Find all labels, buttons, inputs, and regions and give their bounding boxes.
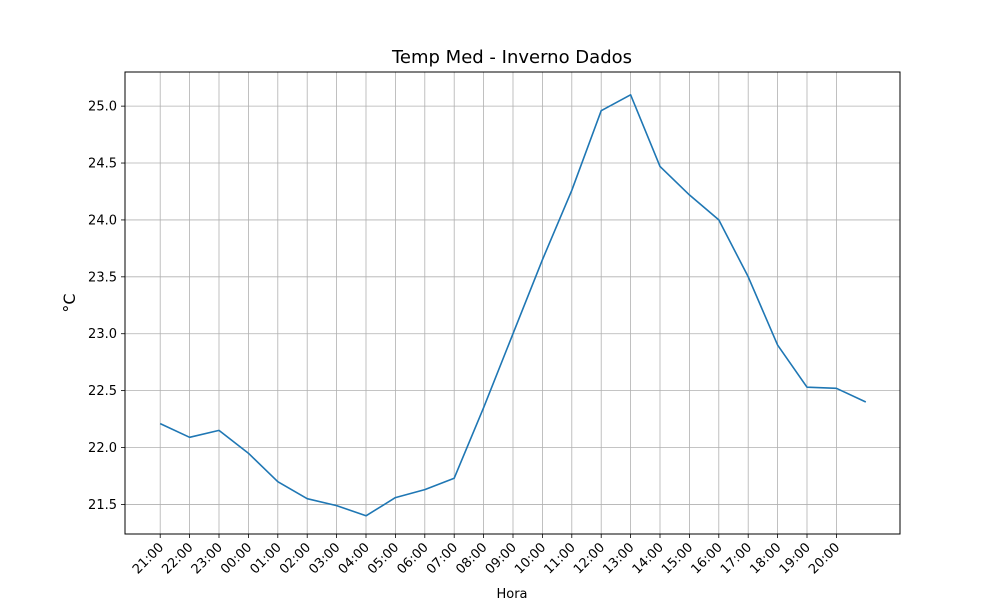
x-tick-label: 20:00	[806, 540, 843, 577]
x-tick-label: 08:00	[453, 540, 490, 577]
x-axis-label: Hora	[496, 587, 527, 600]
y-tick-label: 23.0	[88, 327, 117, 342]
x-tick-label: 16:00	[689, 540, 726, 577]
x-tick-label: 06:00	[395, 540, 432, 577]
x-tick-label: 12:00	[571, 540, 608, 577]
x-tick-label: 14:00	[630, 540, 667, 577]
x-tick-label: 05:00	[365, 540, 402, 577]
x-tick-label: 03:00	[306, 540, 343, 577]
x-tick-label: 19:00	[777, 540, 814, 577]
plot-frame	[124, 71, 901, 535]
y-tick-label: 22.0	[88, 441, 117, 456]
x-tick-label: 10:00	[512, 540, 549, 577]
x-tick-label: 01:00	[248, 540, 285, 577]
x-tick-label: 18:00	[747, 540, 784, 577]
x-tick-label: 11:00	[542, 540, 579, 577]
x-tick-label: 15:00	[659, 540, 696, 577]
y-tick-label: 24.5	[88, 157, 117, 172]
x-tick-label: 21:00	[130, 540, 167, 577]
y-tick-label: 23.5	[88, 270, 117, 285]
x-tick-label: 17:00	[718, 540, 755, 577]
chart-title: Temp Med - Inverno Dados	[391, 47, 632, 68]
x-tick-label: 22:00	[159, 540, 196, 577]
x-tick-label: 07:00	[424, 540, 461, 577]
x-tick-label: 02:00	[277, 540, 314, 577]
y-tick-label: 24.0	[88, 213, 117, 228]
grid	[125, 72, 900, 534]
x-tick-label: 23:00	[189, 540, 226, 577]
x-axis: 21:0022:0023:0000:0001:0002:0003:0004:00…	[130, 534, 843, 577]
x-tick-label: 13:00	[600, 540, 637, 577]
x-tick-label: 09:00	[483, 540, 520, 577]
y-tick-label: 21.5	[88, 498, 117, 513]
x-tick-label: 04:00	[336, 540, 373, 577]
series-layer	[159, 94, 867, 517]
y-axis: 21.5 22.0 22.5 23.0 23.5 24.0 24.5 25.0	[88, 100, 125, 513]
series-line	[159, 94, 867, 517]
y-tick-label: 22.5	[88, 384, 117, 399]
y-tick-label: 25.0	[88, 100, 117, 115]
y-axis-label: °C	[60, 293, 79, 312]
x-tick-label: 00:00	[218, 540, 255, 577]
